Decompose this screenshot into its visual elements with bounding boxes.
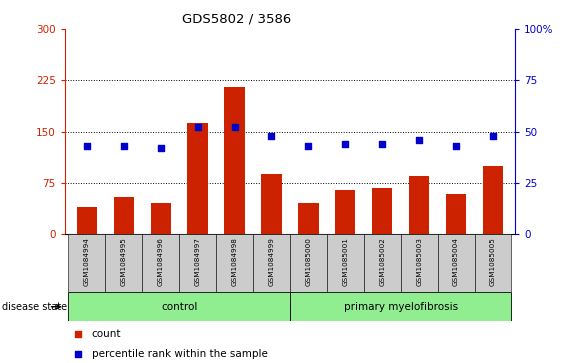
- Point: [156, 145, 165, 151]
- Point: [119, 143, 128, 149]
- Point: [452, 143, 461, 149]
- Bar: [446, 195, 466, 234]
- Text: GSM1084999: GSM1084999: [269, 238, 275, 286]
- Bar: [409, 176, 430, 234]
- Text: GSM1084998: GSM1084998: [231, 238, 238, 286]
- Text: GSM1084996: GSM1084996: [158, 238, 164, 286]
- Text: GSM1085002: GSM1085002: [379, 238, 385, 286]
- Text: GSM1084995: GSM1084995: [121, 238, 127, 286]
- Point: [408, 260, 417, 266]
- Bar: [483, 166, 503, 234]
- Text: GDS5802 / 3586: GDS5802 / 3586: [182, 13, 291, 26]
- Text: GSM1085001: GSM1085001: [342, 238, 348, 286]
- Bar: [475, 234, 511, 292]
- Bar: [364, 234, 401, 292]
- Point: [415, 137, 424, 143]
- Bar: [327, 234, 364, 292]
- Point: [378, 141, 387, 147]
- Bar: [290, 292, 511, 321]
- Bar: [187, 123, 208, 234]
- Text: GSM1085003: GSM1085003: [416, 238, 422, 286]
- Bar: [69, 234, 105, 292]
- Point: [304, 143, 313, 149]
- Text: GSM1084997: GSM1084997: [195, 238, 200, 286]
- Bar: [77, 207, 97, 234]
- Bar: [437, 234, 475, 292]
- Text: percentile rank within the sample: percentile rank within the sample: [92, 349, 267, 359]
- Bar: [69, 292, 290, 321]
- Bar: [105, 234, 142, 292]
- Text: count: count: [92, 329, 121, 339]
- Bar: [401, 234, 437, 292]
- Point: [82, 143, 91, 149]
- Bar: [179, 234, 216, 292]
- Bar: [335, 190, 355, 234]
- Text: control: control: [161, 302, 198, 312]
- Bar: [114, 196, 134, 234]
- Point: [230, 125, 239, 130]
- Bar: [372, 188, 392, 234]
- Bar: [298, 203, 319, 234]
- Text: GSM1085004: GSM1085004: [453, 238, 459, 286]
- Point: [193, 125, 202, 130]
- Bar: [216, 234, 253, 292]
- Bar: [142, 234, 179, 292]
- Bar: [225, 87, 245, 234]
- Text: GSM1085000: GSM1085000: [305, 238, 311, 286]
- Bar: [253, 234, 290, 292]
- Bar: [261, 174, 282, 234]
- Text: primary myelofibrosis: primary myelofibrosis: [343, 302, 458, 312]
- Text: disease state: disease state: [2, 302, 67, 313]
- Point: [489, 133, 498, 139]
- Point: [408, 79, 417, 85]
- Bar: [150, 203, 171, 234]
- Point: [341, 141, 350, 147]
- Text: GSM1085005: GSM1085005: [490, 238, 496, 286]
- Point: [267, 133, 276, 139]
- Bar: [290, 234, 327, 292]
- Text: GSM1084994: GSM1084994: [84, 238, 90, 286]
